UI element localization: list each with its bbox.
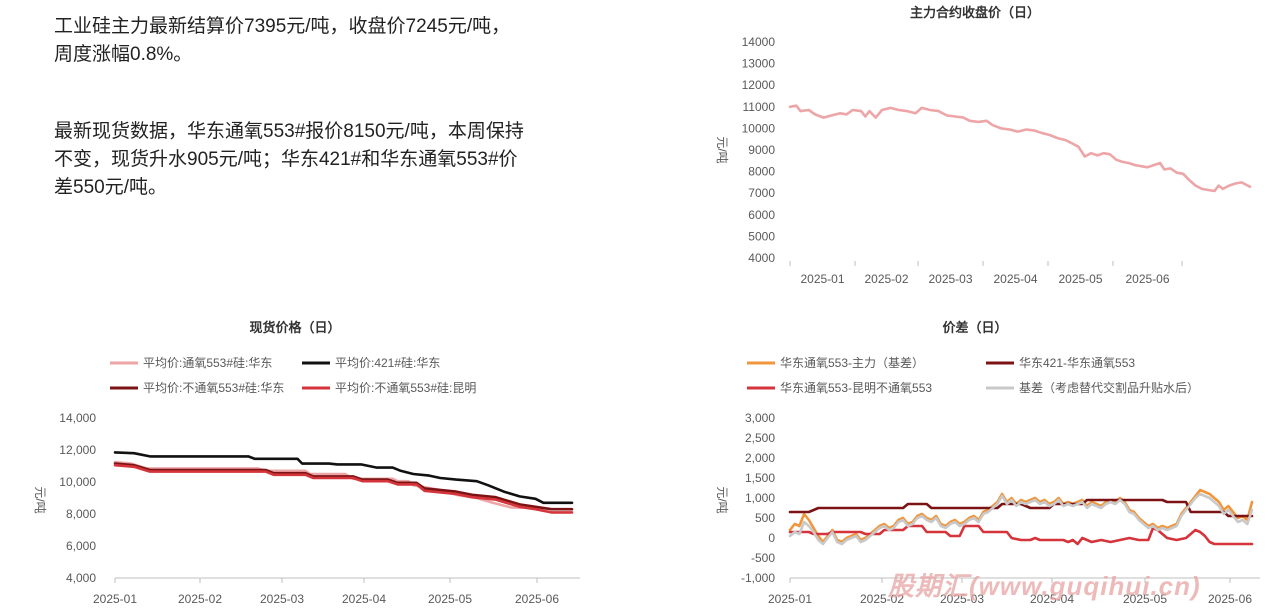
summary-line: 不变，现货升水905元/吨；华东421#和华东通氧553#价 bbox=[54, 149, 518, 170]
x-tick-label: 2025-05 bbox=[428, 592, 472, 606]
y-tick-label: 12,000 bbox=[59, 443, 96, 457]
x-tick-label: 2025-03 bbox=[940, 592, 984, 606]
x-tick-label: 2025-01 bbox=[768, 592, 812, 606]
y-axis-unit: 元/吨 bbox=[715, 486, 729, 513]
legend-label: 基差（考虑替代交割品升贴水后） bbox=[1019, 380, 1199, 395]
x-tick-label: 2025-05 bbox=[1058, 272, 1102, 286]
series-line bbox=[113, 463, 574, 514]
y-tick-label: 8000 bbox=[748, 165, 775, 179]
y-tick-label: 2,000 bbox=[745, 451, 775, 465]
x-tick-label: 2025-02 bbox=[860, 592, 904, 606]
y-tick-label: 1,000 bbox=[745, 491, 775, 505]
x-tick-label: 2025-06 bbox=[1208, 592, 1252, 606]
series-line bbox=[788, 492, 1254, 546]
y-tick-label: 12000 bbox=[742, 78, 776, 92]
x-tick-label: 2025-01 bbox=[93, 592, 137, 606]
y-tick-label: 9000 bbox=[748, 143, 775, 157]
summary-line: 差550元/吨。 bbox=[54, 177, 167, 198]
y-tick-label: 3,000 bbox=[745, 411, 775, 425]
summary-paragraph-spot: 最新现货数据，华东通氧553#报价8150元/吨，本周保持 不变，现货升水905… bbox=[54, 118, 574, 202]
y-tick-label: 7000 bbox=[748, 186, 775, 200]
spread-chart: 价差（日） 元/吨 3,000 2,500 2,000 1,500 1,000 500 0 -50… bbox=[715, 320, 1260, 606]
y-tick-label: 8,000 bbox=[66, 507, 96, 521]
y-tick-label: 14000 bbox=[742, 35, 776, 49]
y-tick-label: -500 bbox=[751, 551, 775, 565]
chart-title: 价差（日） bbox=[942, 320, 1007, 335]
y-tick-label: 5000 bbox=[748, 229, 775, 243]
y-tick-label: 4000 bbox=[748, 251, 775, 265]
summary-line: 周度涨幅0.8%。 bbox=[54, 44, 193, 65]
series-line bbox=[788, 104, 1252, 193]
legend-label: 平均价:不通氧553#硅:昆明 bbox=[335, 381, 476, 395]
x-tick-label: 2025-01 bbox=[800, 272, 844, 286]
y-tick-label: 6000 bbox=[748, 208, 775, 222]
x-tick-label: 2025-04 bbox=[342, 592, 386, 606]
series-line bbox=[113, 451, 574, 505]
x-tick-label: 2025-06 bbox=[515, 592, 559, 606]
y-tick-label: 500 bbox=[755, 511, 775, 525]
summary-paragraph-price: 工业硅主力最新结算价7395元/吨，收盘价7245元/吨， 周度涨幅0.8%。 bbox=[54, 13, 574, 69]
summary-line: 工业硅主力最新结算价7395元/吨，收盘价7245元/吨， bbox=[54, 16, 511, 37]
x-tick-label: 2025-03 bbox=[260, 592, 304, 606]
y-axis-unit: 元/吨 bbox=[33, 486, 47, 513]
x-tick-label: 2025-02 bbox=[178, 592, 222, 606]
y-tick-label: -1,000 bbox=[741, 571, 775, 585]
chart-title: 现货价格（日） bbox=[249, 320, 340, 335]
spot-price-chart: 现货价格（日） 元/吨 14,000 12,000 10,000 8,000 6,000 4,… bbox=[33, 320, 580, 606]
chart-title: 主力合约收盘价（日） bbox=[910, 5, 1040, 20]
y-tick-label: 4,000 bbox=[66, 571, 96, 585]
x-tick-label: 2025-05 bbox=[1123, 592, 1167, 606]
series-line bbox=[788, 524, 1254, 546]
legend-label: 平均价:通氧553#硅:华东 bbox=[143, 356, 272, 370]
y-tick-label: 0 bbox=[768, 531, 775, 545]
y-tick-label: 11000 bbox=[743, 100, 776, 114]
legend-label: 华东通氧553-主力（基差） bbox=[780, 356, 924, 370]
y-tick-label: 13000 bbox=[742, 57, 776, 71]
x-tick-label: 2025-03 bbox=[928, 272, 972, 286]
x-tick-label: 2025-06 bbox=[1125, 272, 1169, 286]
y-tick-label: 14,000 bbox=[59, 411, 96, 425]
legend-label: 华东通氧553-昆明不通氧553 bbox=[780, 381, 932, 395]
close-price-chart: 主力合约收盘价（日） 元/吨 14000 13000 12000 11000 10000 90… bbox=[715, 5, 1252, 286]
summary-line: 最新现货数据，华东通氧553#报价8150元/吨，本周保持 bbox=[54, 121, 524, 142]
legend-label: 平均价:421#硅:华东 bbox=[335, 356, 440, 370]
y-axis-unit: 元/吨 bbox=[715, 136, 729, 163]
y-tick-label: 10,000 bbox=[59, 475, 96, 489]
x-tick-label: 2025-04 bbox=[1030, 592, 1074, 606]
y-tick-label: 6,000 bbox=[66, 539, 96, 553]
legend-label: 华东421-华东通氧553 bbox=[1019, 356, 1135, 370]
y-tick-label: 2,500 bbox=[745, 431, 775, 445]
series-line bbox=[788, 488, 1254, 544]
y-tick-label: 1,500 bbox=[745, 471, 775, 485]
legend-label: 平均价:不通氧553#硅:华东 bbox=[143, 381, 284, 395]
x-tick-label: 2025-02 bbox=[864, 272, 908, 286]
y-tick-label: 10000 bbox=[742, 121, 776, 135]
x-tick-label: 2025-04 bbox=[993, 272, 1037, 286]
watermark: 股期汇(www.guqihui.cn) bbox=[888, 571, 1201, 601]
series-line bbox=[113, 462, 574, 511]
